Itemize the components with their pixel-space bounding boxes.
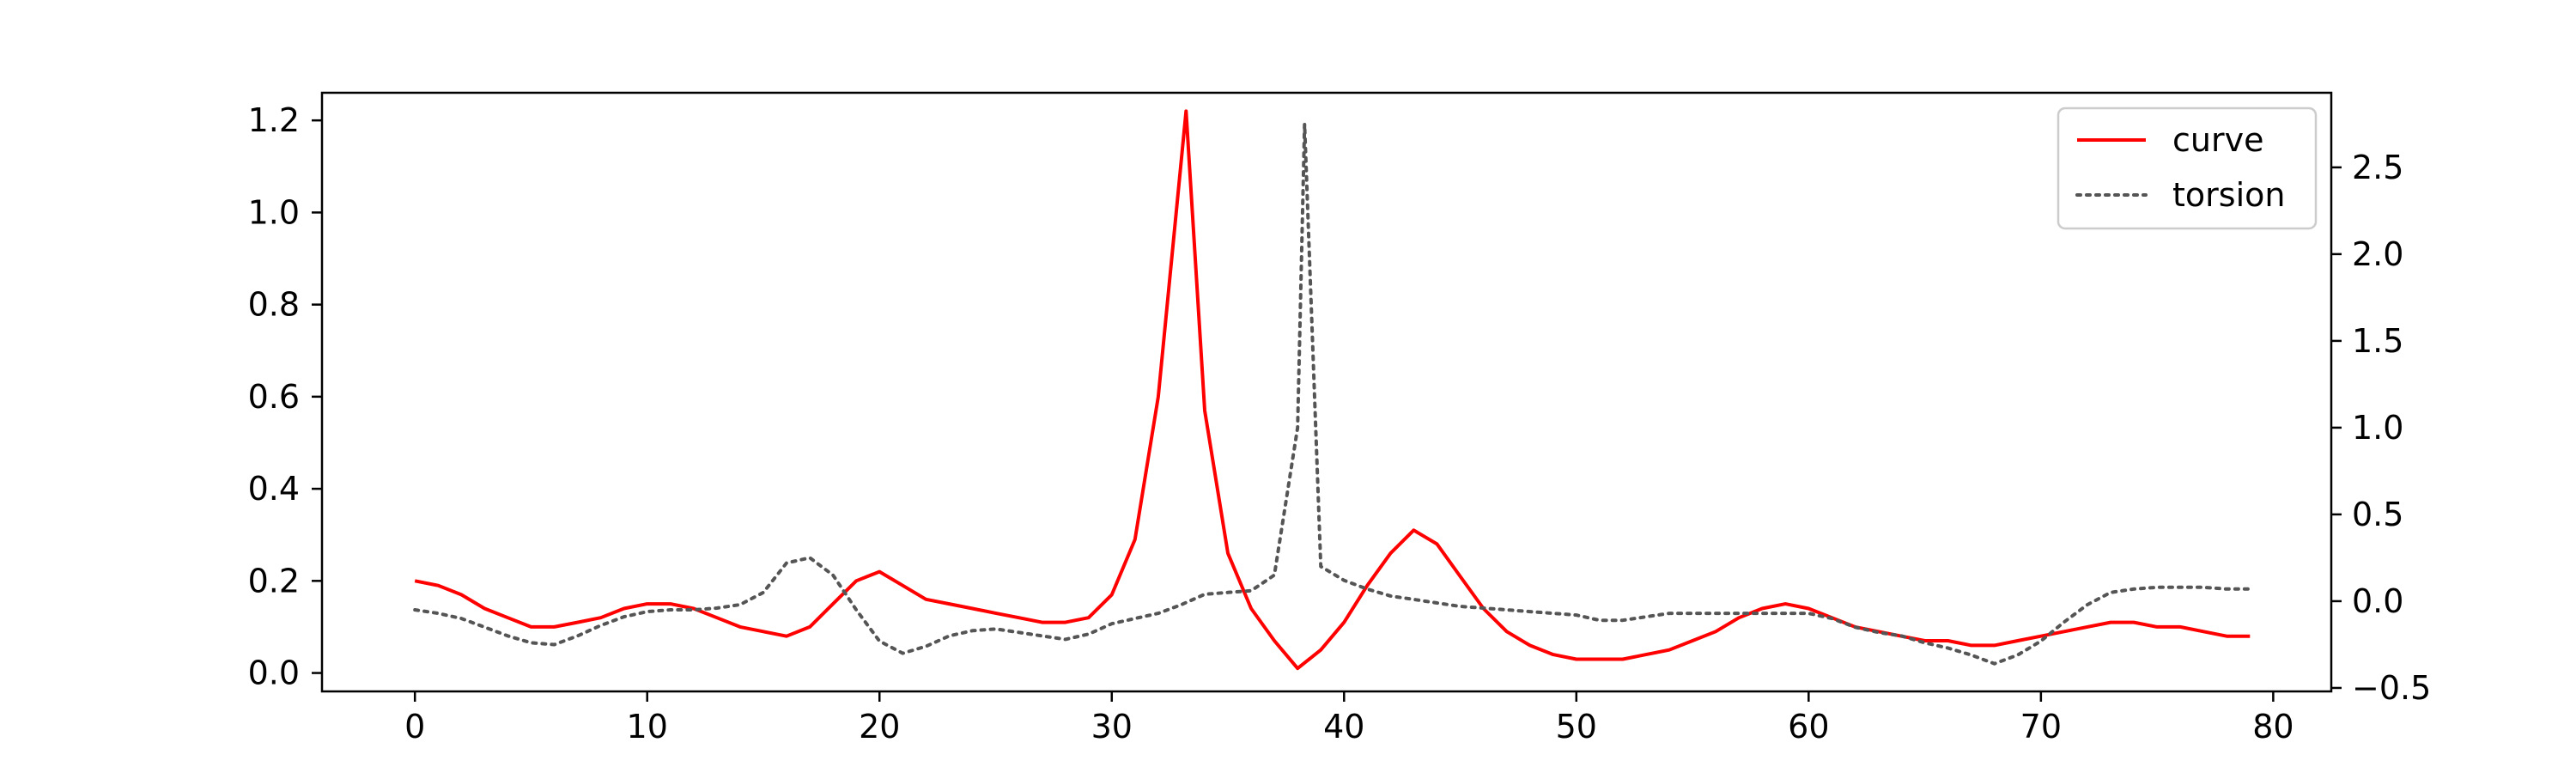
legend-label-torsion: torsion — [2172, 176, 2285, 214]
x-tick-label: 0 — [404, 708, 425, 746]
right-tick-label: 1.0 — [2352, 409, 2403, 447]
right-tick-label: −0.5 — [2352, 669, 2431, 707]
x-tick-label: 30 — [1091, 708, 1133, 746]
right-tick-label: 2.5 — [2352, 149, 2403, 186]
left-tick-label: 1.2 — [248, 101, 300, 139]
right-tick-label: 1.5 — [2352, 322, 2403, 360]
left-tick-label: 0.6 — [248, 378, 300, 416]
axes-frame — [320, 91, 2333, 693]
series-line-curve — [414, 109, 2251, 671]
x-axis: 0 10 20 30 40 50 60 70 80 — [404, 691, 2294, 746]
left-tick-label: 1.0 — [248, 193, 300, 231]
right-tick-label: 2.0 — [2352, 235, 2403, 273]
legend-label-curve: curve — [2172, 121, 2263, 159]
legend: curve torsion — [2057, 107, 2318, 230]
left-tick-label: 0.8 — [248, 286, 300, 324]
x-tick-label: 60 — [1788, 708, 1829, 746]
series-line-torsion — [413, 122, 2252, 666]
plot-area — [413, 109, 2252, 671]
left-tick-label: 0.4 — [248, 470, 300, 508]
left-tick-label: 0.0 — [248, 654, 300, 692]
right-tick-label: 0.5 — [2352, 496, 2403, 533]
left-tick-label: 0.2 — [248, 562, 300, 600]
x-tick-label: 10 — [627, 708, 668, 746]
right-y-axis: −0.5 0.0 0.5 1.0 1.5 2.0 2.5 — [2331, 149, 2431, 707]
x-tick-label: 50 — [1556, 708, 1597, 746]
x-tick-label: 80 — [2252, 708, 2293, 746]
x-tick-label: 70 — [2020, 708, 2062, 746]
right-tick-label: 0.0 — [2352, 582, 2403, 620]
x-tick-label: 40 — [1323, 708, 1364, 746]
left-y-axis: 0.0 0.2 0.4 0.6 0.8 1.0 1.2 — [248, 101, 322, 692]
x-tick-label: 20 — [859, 708, 900, 746]
